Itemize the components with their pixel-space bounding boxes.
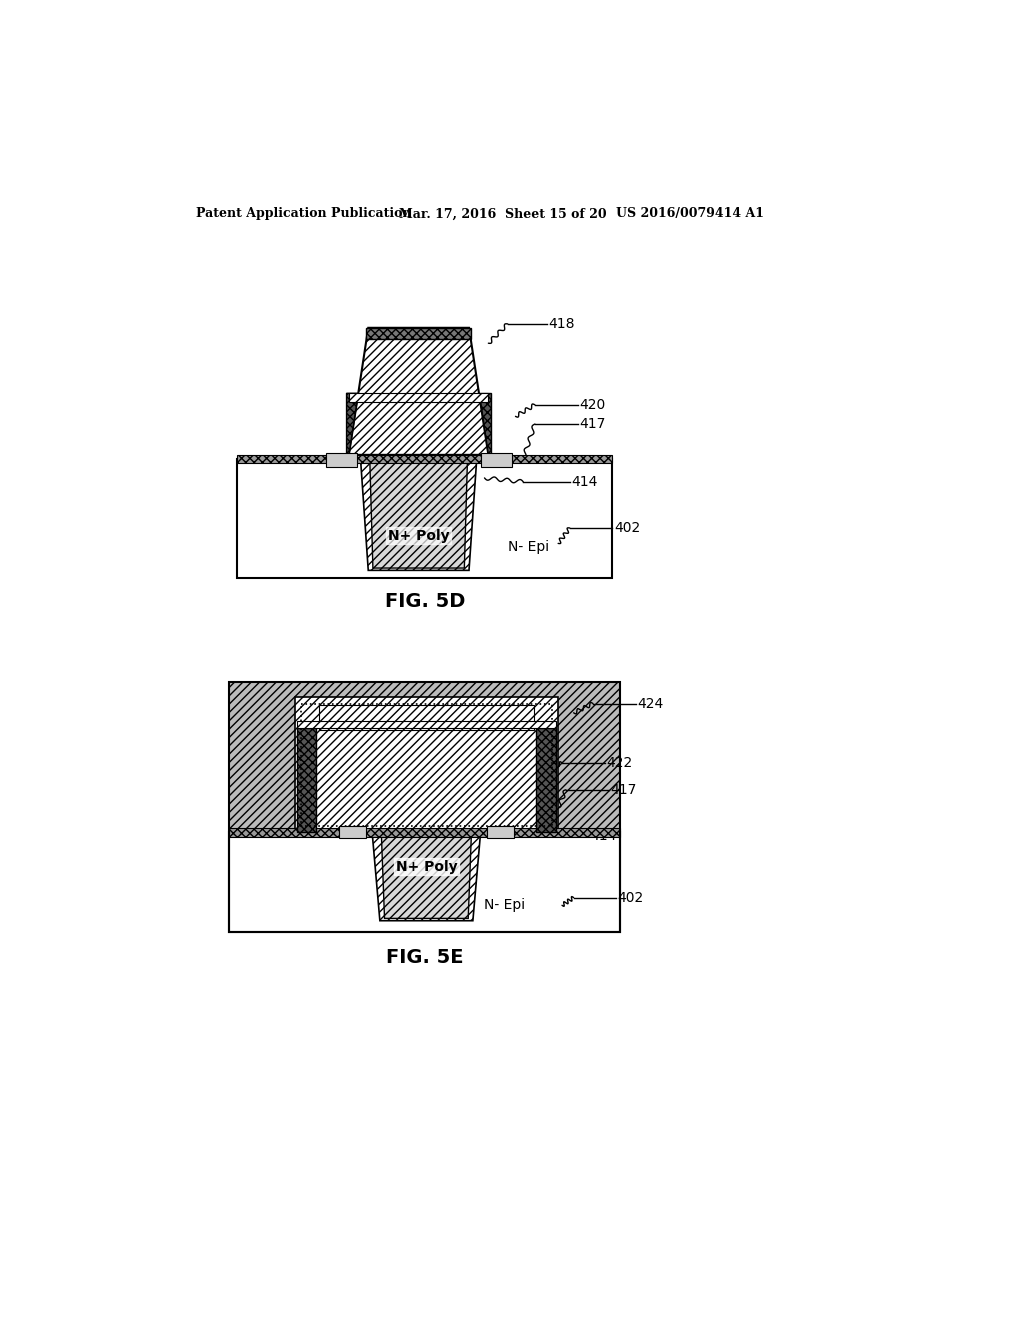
Text: N+ Poly: N+ Poly	[388, 529, 450, 543]
Polygon shape	[360, 459, 477, 570]
Text: Patent Application Publication: Patent Application Publication	[197, 207, 412, 220]
Polygon shape	[297, 729, 316, 832]
Text: 402: 402	[614, 521, 640, 535]
Polygon shape	[537, 729, 556, 832]
Text: 414: 414	[571, 475, 598, 488]
Text: FIG. 5D: FIG. 5D	[385, 591, 465, 611]
Polygon shape	[479, 393, 490, 455]
Text: 418: 418	[548, 317, 574, 331]
Text: 414: 414	[591, 829, 617, 843]
Bar	[228, 682, 621, 832]
Text: 417: 417	[579, 417, 605, 432]
Bar	[349, 393, 488, 403]
Text: N- Epi: N- Epi	[508, 540, 549, 554]
Text: N+ Poly: N+ Poly	[395, 859, 457, 874]
Text: FIG. 5E: FIG. 5E	[386, 948, 464, 968]
Polygon shape	[346, 393, 358, 455]
Text: 420: 420	[579, 397, 605, 412]
Bar	[228, 828, 621, 837]
Bar	[486, 826, 514, 838]
Bar	[237, 459, 612, 578]
Text: 402: 402	[617, 891, 644, 904]
Polygon shape	[381, 836, 471, 919]
Text: 424: 424	[637, 697, 664, 710]
Bar	[326, 453, 356, 467]
Bar	[301, 704, 552, 826]
Text: N- Epi: N- Epi	[484, 899, 525, 912]
Bar	[295, 697, 558, 832]
Bar	[228, 682, 621, 932]
Text: 422: 422	[606, 756, 633, 770]
Polygon shape	[372, 832, 480, 921]
Polygon shape	[349, 327, 488, 455]
Bar	[297, 721, 556, 729]
Bar	[237, 455, 612, 462]
Bar	[366, 327, 471, 339]
Bar	[339, 826, 366, 838]
Bar	[318, 705, 535, 730]
Text: Mar. 17, 2016  Sheet 15 of 20: Mar. 17, 2016 Sheet 15 of 20	[399, 207, 607, 220]
Polygon shape	[370, 461, 467, 568]
Bar	[228, 832, 621, 932]
Bar	[480, 453, 512, 467]
Text: US 2016/0079414 A1: US 2016/0079414 A1	[616, 207, 764, 220]
Text: 417: 417	[610, 783, 637, 797]
